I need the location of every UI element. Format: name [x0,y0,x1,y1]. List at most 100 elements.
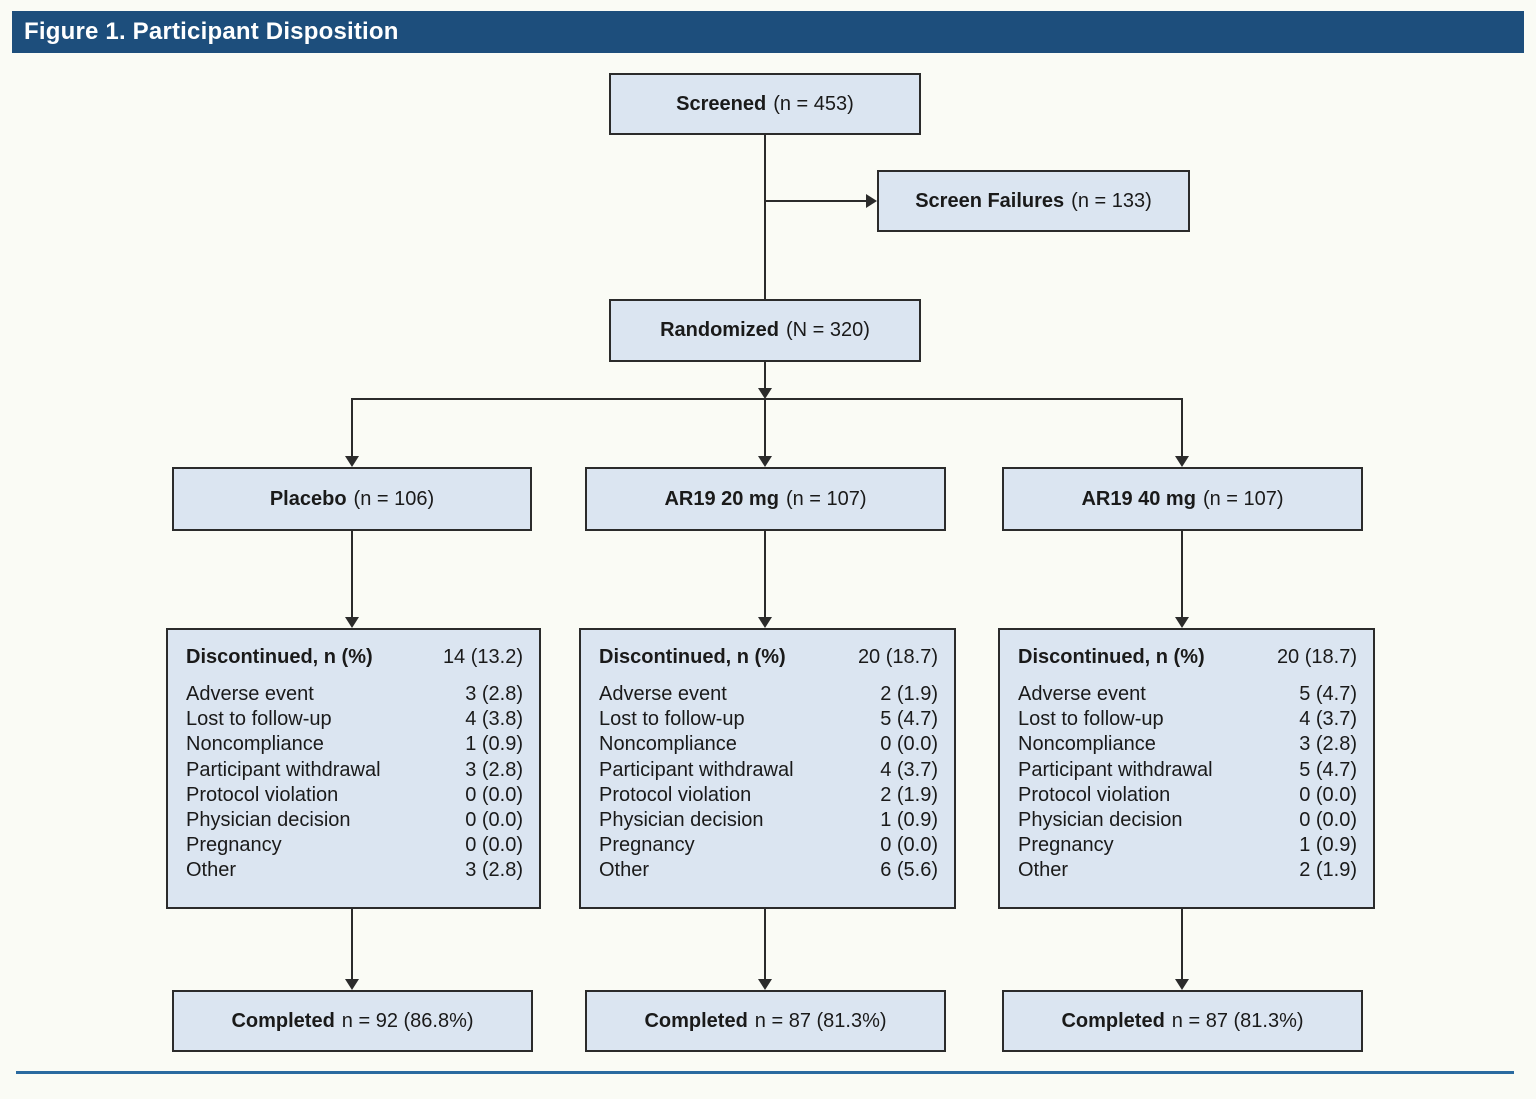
row-label: Lost to follow-up [186,708,332,731]
row-label: Noncompliance [599,733,737,756]
screened-count: (n = 453) [773,92,854,115]
screen-failures-box: Screen Failures (n = 133) [877,170,1190,232]
discontinued-box-placebo: Discontinued, n (%) 14 (13.2) Adverse ev… [166,628,541,909]
discontinued-row: Other 2 (1.9) [1018,858,1357,883]
connector-ar19-20-discontinued [764,531,766,617]
figure-title: Figure 1. Participant Disposition [24,18,399,45]
discontinued-row: Noncompliance 0 (0.0) [599,732,938,757]
row-label: Participant withdrawal [1018,758,1213,781]
discontinued-row: Adverse event 3 (2.8) [186,682,523,707]
row-label: Other [186,859,237,882]
discontinued-row: Protocol violation 2 (1.9) [599,783,938,808]
row-value: 1 (0.9) [1299,834,1357,857]
completed-box-ar19-40mg: Completed n = 87 (81.3%) [1002,990,1363,1052]
discontinued-row: Pregnancy 0 (0.0) [186,833,523,858]
discontinued-row: Other 3 (2.8) [186,858,523,883]
row-value: 1 (0.9) [465,733,523,756]
row-value: 0 (0.0) [465,783,523,806]
discontinued-row: Physician decision 0 (0.0) [186,808,523,833]
arrow-down-icon [758,388,772,399]
arm-ar19-20-count: (n = 107) [785,487,867,510]
discontinued-header-value: 20 (18.7) [1276,646,1357,668]
row-label: Other [1018,859,1069,882]
row-value: 3 (2.8) [465,683,523,705]
randomized-count: (N = 320) [785,319,870,341]
discontinued-row: Protocol violation 0 (0.0) [1018,783,1357,808]
arrow-down-icon [345,456,359,467]
randomized-box: Randomized (N = 320) [609,299,921,362]
row-label: Protocol violation [599,783,752,806]
row-label: Protocol violation [186,783,339,806]
arrow-down-icon [758,456,772,467]
discontinued-header-label: Discontinued, n (%) [1018,646,1205,668]
arrow-right-icon [866,194,877,208]
row-label: Physician decision [599,809,764,832]
arm-ar19-20-label: AR19 20 mg [664,487,779,510]
connector-placebo-completed [351,909,353,979]
row-value: 3 (2.8) [465,758,523,781]
arrow-down-icon [758,979,772,990]
discontinued-row: Adverse event 2 (1.9) [599,682,938,707]
discontinued-box-ar19-20mg: Discontinued, n (%) 20 (18.7) Adverse ev… [579,628,956,909]
row-value: 4 (3.7) [880,758,938,781]
discontinued-header: Discontinued, n (%) 20 (18.7) [1018,646,1357,669]
discontinued-row: Other 6 (5.6) [599,858,938,883]
completed-count: n = 87 (81.3%) [754,1009,887,1032]
discontinued-box-ar19-40mg: Discontinued, n (%) 20 (18.7) Adverse ev… [998,628,1375,909]
screen-failures-label: Screen Failures [915,189,1065,212]
discontinued-row: Lost to follow-up 4 (3.7) [1018,707,1357,732]
row-label: Physician decision [186,809,351,832]
row-label: Participant withdrawal [186,758,381,781]
bottom-divider [16,1071,1514,1074]
discontinued-row: Participant withdrawal 3 (2.8) [186,758,523,783]
row-value: 0 (0.0) [1299,783,1357,806]
row-label: Lost to follow-up [1018,708,1164,731]
row-value: 5 (4.7) [1299,758,1357,781]
connector-branch-ar19-40 [1181,400,1183,456]
row-value: 1 (0.9) [880,809,938,832]
screened-box: Screened (n = 453) [609,73,921,135]
discontinued-row: Participant withdrawal 5 (4.7) [1018,758,1357,783]
row-label: Adverse event [599,683,727,705]
arm-ar19-40-count: (n = 107) [1202,487,1284,510]
row-label: Participant withdrawal [599,758,794,781]
row-label: Lost to follow-up [599,708,745,731]
discontinued-header-value: 14 (13.2) [442,646,523,668]
connector-screen-failures [765,200,866,202]
arrow-down-icon [345,617,359,628]
completed-count: n = 87 (81.3%) [1171,1009,1304,1032]
discontinued-header-label: Discontinued, n (%) [186,646,373,668]
row-value: 0 (0.0) [465,834,523,857]
row-label: Noncompliance [1018,733,1156,756]
arm-ar19-40-label: AR19 40 mg [1081,487,1196,510]
row-label: Adverse event [1018,683,1146,705]
row-value: 4 (3.7) [1299,708,1357,731]
row-value: 6 (5.6) [880,859,938,882]
connector-placebo-discontinued [351,531,353,617]
arm-box-placebo: Placebo (n = 106) [172,467,532,531]
arrow-down-icon [1175,456,1189,467]
discontinued-row: Pregnancy 1 (0.9) [1018,833,1357,858]
discontinued-rows: Adverse event 2 (1.9) Lost to follow-up 5 … [599,682,938,884]
arm-placebo-label: Placebo [269,487,347,510]
row-value: 5 (4.7) [1299,683,1357,705]
discontinued-rows: Adverse event 5 (4.7) Lost to follow-up 4 … [1018,682,1357,884]
connector-branch-placebo [351,400,353,456]
discontinued-header-value: 20 (18.7) [857,646,938,668]
completed-count: n = 92 (86.8%) [341,1009,474,1032]
discontinued-row: Physician decision 1 (0.9) [599,808,938,833]
row-label: Pregnancy [186,834,282,857]
discontinued-row: Noncompliance 3 (2.8) [1018,732,1357,757]
discontinued-header-label: Discontinued, n (%) [599,646,786,668]
row-value: 5 (4.7) [880,708,938,731]
row-value: 2 (1.9) [1299,859,1357,882]
arm-placebo-count: (n = 106) [353,487,435,510]
connector-ar19-20-completed [764,909,766,979]
discontinued-row: Adverse event 5 (4.7) [1018,682,1357,707]
arrow-down-icon [1175,617,1189,628]
arrow-down-icon [758,617,772,628]
discontinued-row: Protocol violation 0 (0.0) [186,783,523,808]
discontinued-row: Pregnancy 0 (0.0) [599,833,938,858]
connector-screened-randomized [764,135,766,299]
